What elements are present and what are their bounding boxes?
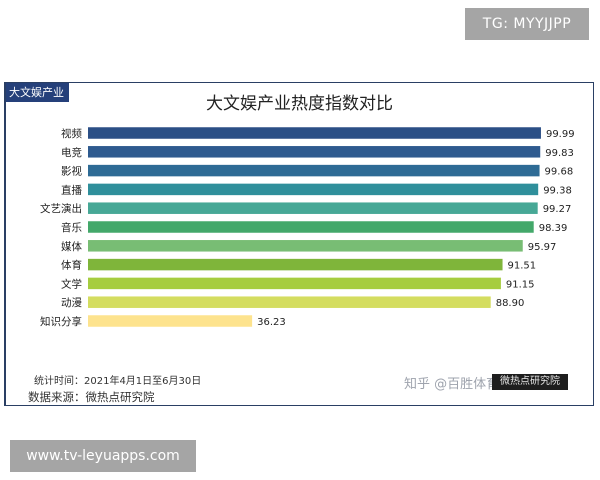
value-label: 99.68	[545, 167, 574, 178]
tg-badge: TG: MYYJJPP	[465, 8, 589, 40]
chart-frame: 大文娱产业 大文娱产业热度指数对比 视频 99.99 电竞 99.83 影视 99.68 直…	[4, 82, 594, 406]
bar	[88, 164, 540, 177]
data-source-note: 数据来源：微热点研究院	[28, 390, 155, 404]
bar	[88, 202, 538, 214]
category-label: 文学	[61, 277, 82, 290]
value-label: 99.27	[543, 204, 572, 215]
category-label: 体育	[61, 259, 82, 272]
category-label: 电竞	[61, 146, 82, 159]
bar	[88, 277, 501, 290]
value-label: 99.99	[546, 129, 575, 140]
category-label: 知识分享	[40, 315, 82, 328]
value-label: 95.97	[528, 242, 557, 253]
value-label: 91.51	[508, 261, 537, 272]
bar	[88, 296, 491, 308]
bar	[88, 240, 523, 252]
bar	[88, 127, 541, 139]
bar	[88, 315, 253, 327]
bar	[88, 221, 534, 233]
corner-tag: 大文娱产业	[6, 83, 69, 102]
category-label: 动漫	[61, 296, 82, 309]
value-label: 88.90	[496, 298, 525, 309]
category-label: 视频	[61, 127, 82, 140]
bar	[88, 258, 503, 271]
watermark-logo: 微热点研究院	[492, 374, 568, 390]
bar	[88, 146, 541, 158]
value-label: 99.38	[543, 185, 572, 196]
value-label: 91.15	[506, 279, 535, 290]
category-label: 媒体	[61, 240, 82, 253]
bar	[88, 183, 539, 196]
value-label: 98.39	[539, 223, 568, 234]
stat-time-note: 统计时间：2021年4月1日至6月30日	[34, 376, 202, 387]
value-label: 36.23	[257, 317, 286, 328]
bar-chart: 视频 99.99 电竞 99.83 影视 99.68 直播 99.38 文艺演出 99.27 音乐 9…	[40, 127, 575, 328]
chart-title: 大文娱产业热度指数对比	[206, 94, 393, 114]
site-url-badge: www.tv-leyuapps.com	[10, 440, 196, 472]
category-label: 音乐	[61, 221, 82, 234]
category-label: 直播	[61, 183, 82, 196]
value-label: 99.83	[545, 148, 574, 159]
category-label: 影视	[61, 165, 82, 178]
category-label: 文艺演出	[40, 202, 82, 215]
